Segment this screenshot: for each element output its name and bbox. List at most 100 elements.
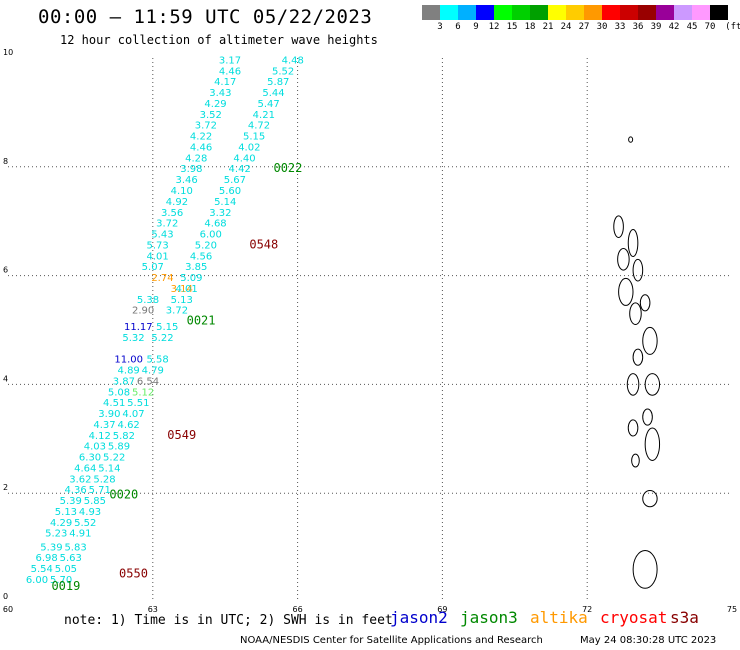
- colorbar-swatch: [476, 5, 494, 20]
- pass-time-label: 0548: [249, 237, 278, 251]
- wave-height-label: 4.79: [142, 366, 164, 377]
- wave-height-label: 5.63: [60, 553, 82, 564]
- island-outline: [613, 215, 624, 238]
- wave-height-label: 4.29: [204, 99, 226, 110]
- generated-timestamp: May 24 08:30:28 UTC 2023: [580, 635, 717, 646]
- wave-height-label: 5.20: [195, 240, 217, 251]
- wave-height-label: 3.46: [175, 175, 197, 186]
- wave-height-label: 5.47: [258, 99, 280, 110]
- island-outline: [632, 258, 644, 282]
- colorbar-label: 24: [560, 22, 572, 32]
- island-outline: [629, 302, 642, 325]
- colorbar-label: 27: [578, 22, 590, 32]
- wave-height-label: 5.73: [146, 240, 168, 251]
- colorbar-swatch: [566, 5, 584, 20]
- wave-height-label: 5.23: [45, 529, 67, 540]
- colorbar-label: 30: [596, 22, 608, 32]
- wave-height-label: 5.07: [142, 262, 164, 273]
- colorbar-swatch: [638, 5, 656, 20]
- legend-s3a: s3a: [670, 608, 699, 627]
- x-tick-label: 63: [148, 605, 158, 614]
- wave-height-label: 5.38: [137, 295, 159, 306]
- y-tick-label: 8: [3, 157, 8, 166]
- wave-height-label: 4.10: [171, 186, 193, 197]
- island-outline: [642, 408, 653, 426]
- wave-height-label: 3.85: [185, 262, 207, 273]
- colorbar-label: 21: [542, 22, 554, 32]
- y-tick-label: 10: [3, 48, 13, 57]
- wave-height-label: 5.22: [103, 453, 125, 464]
- colorbar-swatch: [494, 5, 512, 20]
- wave-height-label: 4.56: [190, 251, 212, 262]
- wave-height-label: 4.72: [248, 121, 270, 132]
- colorbar-swatch: [440, 5, 458, 20]
- wave-height-label: 4.01: [175, 284, 197, 295]
- wave-height-label: 5.52: [74, 518, 96, 529]
- wave-height-label: 4.29: [50, 518, 72, 529]
- pass-time-label: 0020: [109, 488, 138, 502]
- y-tick-label: 6: [3, 266, 8, 275]
- island-outline: [639, 294, 651, 312]
- island-outline: [631, 453, 640, 468]
- wave-height-label: 3.90: [98, 409, 120, 420]
- wave-height-label: 11.17: [124, 322, 153, 333]
- pass-time-label: 0019: [51, 579, 80, 593]
- island-outline: [632, 549, 658, 589]
- pass-time-label: 0550: [119, 567, 148, 581]
- colorbar-swatch: [656, 5, 674, 20]
- pass-time-label: 0022: [273, 161, 302, 175]
- footer-note: note: 1) Time is in UTC; 2) SWH is in fe…: [64, 613, 393, 628]
- island-outline: [626, 373, 640, 396]
- colorbar-swatch: [710, 5, 728, 20]
- page-title: 00:00 – 11:59 UTC 05/22/2023: [38, 6, 373, 28]
- legend-jason2: jason2: [390, 608, 448, 627]
- wave-height-label: 5.67: [224, 175, 246, 186]
- pass-time-label: 0021: [187, 314, 216, 328]
- y-tick-label: 2: [3, 483, 8, 492]
- wave-height-label: 5.22: [151, 333, 173, 344]
- island-outline: [627, 228, 639, 257]
- wave-height-label: 3.17: [219, 55, 241, 66]
- wave-height-label: 5.32: [122, 333, 144, 344]
- colorbar-label: 42: [668, 22, 680, 32]
- colorbar-label: 9: [473, 22, 479, 32]
- island-outline: [632, 348, 644, 366]
- wave-height-label: 5.12: [132, 387, 154, 398]
- wave-height-label: 5.82: [113, 431, 135, 442]
- colorbar-label: 6: [455, 22, 461, 32]
- island-outline: [617, 247, 630, 271]
- wave-height-label: 4.48: [282, 55, 304, 66]
- wave-height-label: 3.43: [209, 88, 231, 99]
- wave-height-label: 5.39: [60, 496, 82, 507]
- wave-height-label: 3.72: [166, 306, 188, 317]
- wave-height-label: 5.83: [64, 542, 86, 553]
- wave-height-label: 3.52: [200, 110, 222, 121]
- island-outline: [642, 490, 658, 508]
- pass-time-label: 0549: [167, 428, 196, 442]
- colorbar-swatch: [458, 5, 476, 20]
- colorbar-swatch: [674, 5, 692, 20]
- colorbar-label: 45: [686, 22, 698, 32]
- wave-height-label: 4.12: [89, 431, 111, 442]
- wave-height-label: 5.43: [151, 230, 173, 241]
- island-outline: [618, 277, 634, 306]
- wave-height-label: 5.05: [55, 564, 77, 575]
- wave-height-label: 5.15: [243, 132, 265, 143]
- y-tick-label: 4: [3, 374, 8, 383]
- wave-height-label: 4.03: [84, 442, 106, 453]
- wave-height-label: 5.60: [219, 186, 241, 197]
- island-outline: [642, 326, 658, 355]
- wave-height-label: 6.00: [26, 575, 48, 586]
- colorbar-swatch: [548, 5, 566, 20]
- wave-height-label: 5.71: [89, 485, 111, 496]
- wave-height-label: 4.42: [229, 164, 251, 175]
- wave-height-label: 4.91: [69, 529, 91, 540]
- wave-height-label: 4.68: [204, 219, 226, 230]
- colorbar-label: 3: [437, 22, 443, 32]
- wave-height-label: 3.56: [161, 208, 183, 219]
- wave-height-label: 5.87: [267, 77, 289, 88]
- wave-height-label: 5.70: [50, 575, 72, 586]
- island-outline: [627, 419, 639, 437]
- wave-height-label: 4.40: [233, 153, 255, 164]
